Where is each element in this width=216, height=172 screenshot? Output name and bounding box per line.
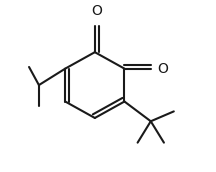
Text: O: O (91, 4, 102, 18)
Text: O: O (157, 62, 168, 76)
